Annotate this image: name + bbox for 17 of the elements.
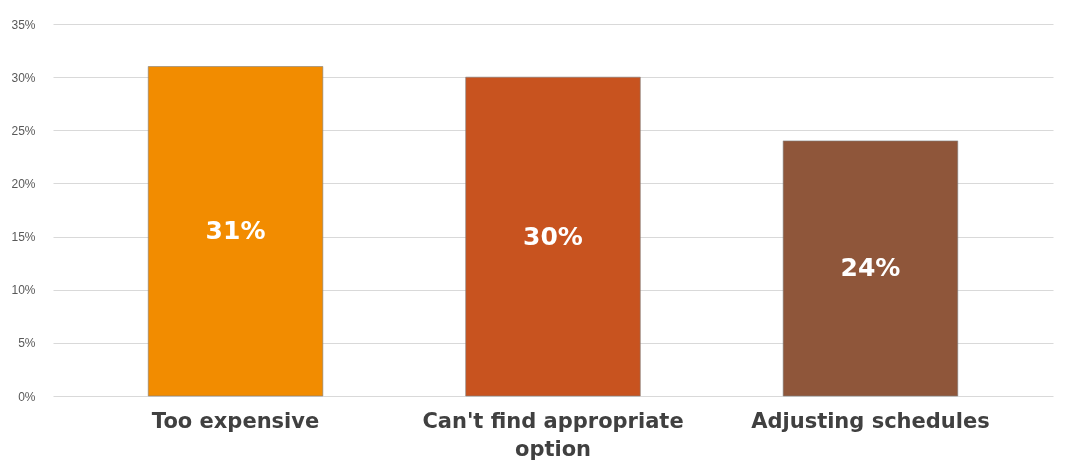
y-tick-label: 5% [18,336,36,351]
x-tick-label: Can't find appropriate option [422,408,684,461]
data-label: 30% [523,221,583,251]
x-tick-label: Adjusting schedules [751,408,990,433]
data-label: 31% [205,216,266,246]
y-tick-label: 0% [18,389,36,404]
bar [465,76,641,397]
data-label: 24% [840,253,901,283]
y-tick-label: 20% [11,176,36,191]
bar [782,140,959,397]
y-tick-label: 35% [11,17,36,32]
y-tick-label: 10% [11,283,36,298]
y-tick-label: 30% [11,70,36,85]
y-tick-label: 15% [11,230,36,245]
y-tick-label: 25% [11,123,36,138]
bar [147,66,324,397]
x-tick-label: Too expensive [151,408,320,433]
